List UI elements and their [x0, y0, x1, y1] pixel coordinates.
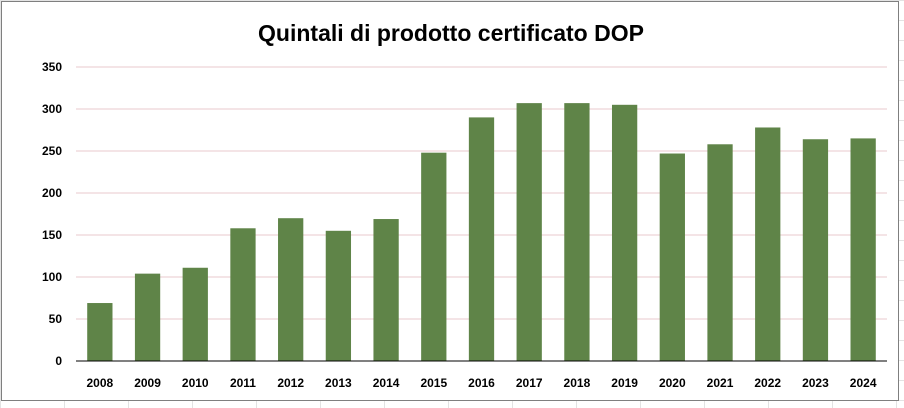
x-tick-label: 2022	[754, 376, 781, 390]
x-tick-label: 2017	[516, 376, 543, 390]
x-tick-label: 2008	[86, 376, 113, 390]
bars	[87, 103, 876, 362]
bar-2020[interactable]	[659, 153, 685, 361]
x-tick-label: 2012	[277, 376, 304, 390]
x-tick-label: 2009	[134, 376, 161, 390]
chart-area[interactable]: Quintali di prodotto certificato DOP 0 50…	[1, 1, 899, 401]
bar-2011[interactable]	[230, 228, 256, 361]
y-tick-label: 100	[42, 270, 62, 284]
x-tick-label: 2020	[659, 376, 686, 390]
bar-2021[interactable]	[707, 144, 733, 361]
x-tick-label: 2023	[802, 376, 829, 390]
x-tick-label: 2024	[850, 376, 877, 390]
bar-2009[interactable]	[134, 273, 161, 361]
y-tick-label: 300	[42, 102, 62, 116]
x-tick-label: 2014	[373, 376, 400, 390]
y-tick-label: 50	[49, 312, 63, 326]
y-tick-label: 350	[42, 60, 62, 74]
bar-chart: 0 50 100 150 200 250 300 350 2008 2009 2010 2011 201…	[42, 60, 887, 390]
x-tick-label: 2011	[230, 376, 256, 390]
bar-2023[interactable]	[802, 139, 829, 361]
chart-title: Quintali di prodotto certificato DOP	[258, 20, 644, 46]
bar-2019[interactable]	[611, 104, 638, 362]
bar-2008[interactable]	[87, 303, 113, 361]
bar-2018[interactable]	[564, 103, 590, 362]
x-tick-label: 2013	[325, 376, 352, 390]
y-tick-label: 250	[42, 144, 62, 158]
y-tick-label: 150	[42, 228, 62, 242]
x-tick-label: 2010	[182, 376, 209, 390]
bar-2016[interactable]	[468, 117, 495, 362]
x-tick-label: 2015	[420, 376, 447, 390]
y-tick-label: 0	[55, 354, 62, 368]
y-tick-label: 200	[42, 186, 62, 200]
bar-2017[interactable]	[516, 103, 542, 362]
bar-2013[interactable]	[325, 230, 352, 361]
x-tick-label: 2016	[468, 376, 495, 390]
bar-2010[interactable]	[182, 267, 208, 361]
bar-2012[interactable]	[278, 218, 304, 361]
bar-2022[interactable]	[755, 127, 781, 361]
bar-2014[interactable]	[373, 219, 399, 361]
x-tick-label: 2018	[564, 376, 591, 390]
axes: 0 50 100 150 200 250 300 350 2008 2009 2010 2011 201…	[42, 60, 887, 390]
bar-2024[interactable]	[850, 138, 876, 361]
bar-2015[interactable]	[421, 152, 447, 361]
x-tick-label: 2021	[707, 376, 734, 390]
x-tick-label: 2019	[611, 376, 638, 390]
